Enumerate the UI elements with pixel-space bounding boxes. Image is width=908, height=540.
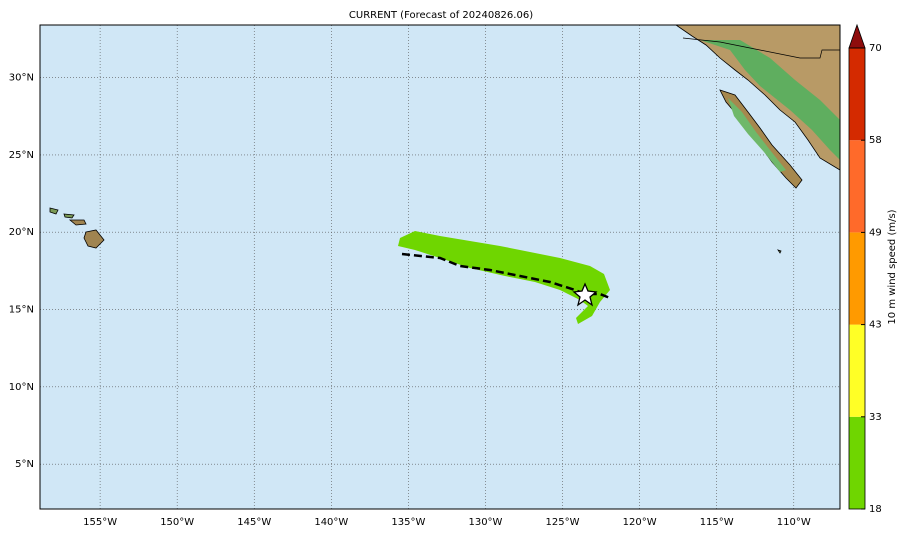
lon-label: 130°W: [468, 517, 502, 528]
colorbar-extension: [848, 23, 866, 49]
lat-label: 15°N: [9, 305, 34, 316]
title: CURRENT (Forecast of 20240826.06): [349, 10, 533, 21]
colorbar: [848, 23, 866, 510]
storm-position: [572, 282, 598, 307]
lon-label: 125°W: [546, 517, 580, 528]
colorbar-segment: [849, 232, 865, 325]
colorbar-tick-label: 58: [869, 135, 882, 146]
wind-swath: [398, 231, 610, 324]
lon-label: 110°W: [777, 517, 811, 528]
colorbar-tick-label: 33: [869, 412, 882, 423]
lat-label: 25°N: [9, 150, 34, 161]
colorbar-tick-label: 70: [869, 43, 882, 54]
colorbar-segment: [849, 140, 865, 233]
lon-label: 150°W: [160, 517, 194, 528]
lon-label: 155°W: [83, 517, 117, 528]
colorbar-segment: [849, 48, 865, 141]
colorbar-segment: [849, 324, 865, 417]
colorbar-tick-label: 49: [869, 227, 882, 238]
map-frame: [39, 24, 841, 510]
land: [49, 24, 841, 254]
colorbar-tick-label: 18: [869, 504, 882, 515]
colorbar-frame: [848, 47, 866, 510]
lat-label: 30°N: [9, 73, 34, 84]
lon-label: 145°W: [237, 517, 271, 528]
lon-label: 120°W: [623, 517, 657, 528]
colorbar-segment: [849, 416, 865, 509]
colorbar-tick-label: 43: [869, 320, 882, 331]
ocean: [40, 25, 840, 509]
lat-label: 10°N: [9, 382, 34, 393]
lon-label: 140°W: [314, 517, 348, 528]
lat-label: 5°N: [15, 459, 34, 470]
colorbar-label: 10 m wind speed (m/s): [887, 209, 898, 324]
lon-label: 115°W: [700, 517, 734, 528]
lon-label: 135°W: [391, 517, 425, 528]
lat-label: 20°N: [9, 227, 34, 238]
graticule: [40, 25, 840, 509]
